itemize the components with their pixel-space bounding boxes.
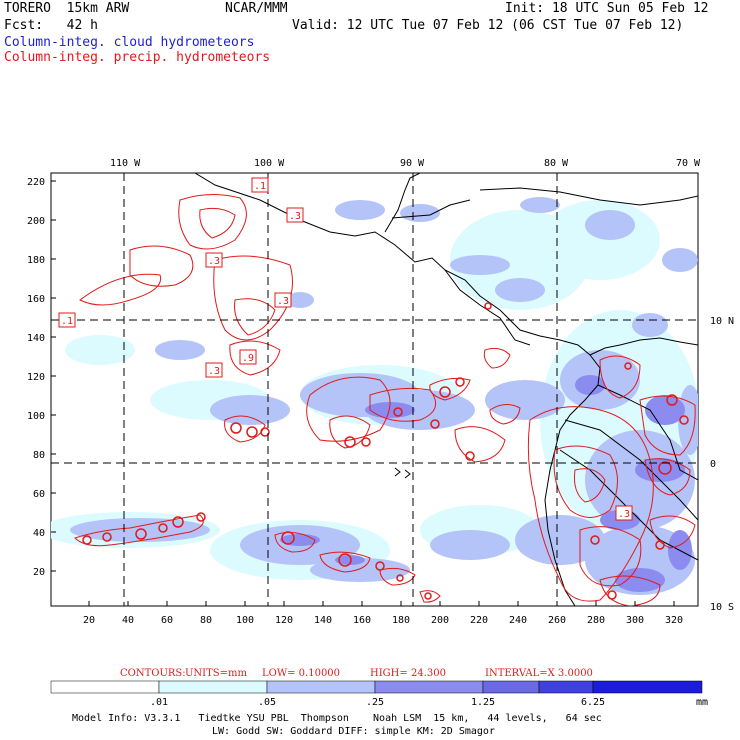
cloud-legend-label: Column-integ. cloud hydrometeors (4, 35, 255, 50)
cloud-shading-dark (280, 375, 692, 592)
y-tick-label: 40 (33, 528, 45, 539)
contour-box (205, 252, 223, 268)
x-tick-label: 280 (587, 615, 605, 626)
x-tick-label: 220 (470, 615, 488, 626)
lon-label: 70 W (676, 158, 701, 169)
lat-label: 0 (710, 459, 716, 470)
contour-box (239, 349, 257, 365)
contours-units: UNITS=mm (185, 668, 248, 679)
model-physics: LW: Godd SW: Goddard DIFF: simple KM: 2D… (212, 726, 495, 737)
x-tick-label: 260 (548, 615, 566, 626)
contour-box (58, 312, 76, 328)
y-tick-label: 100 (27, 411, 45, 422)
contour-box-label: .1 (254, 181, 266, 192)
contour-box (274, 292, 292, 308)
colorbar-tick: 6.25 (581, 697, 605, 708)
contour-box-label: .1 (61, 316, 73, 327)
x-tick-label: 80 (200, 615, 212, 626)
contour-box (205, 362, 223, 378)
y-tick-label: 120 (27, 372, 45, 383)
colorbar-tick: 1.25 (471, 697, 495, 708)
contours-low: LOW= 0.10000 (262, 668, 340, 679)
x-tick-label: 200 (431, 615, 449, 626)
lon-label: 80 W (544, 158, 569, 169)
colorbar-unit: mm (696, 697, 708, 708)
y-tick-label: 220 (27, 177, 45, 188)
graticule (51, 173, 698, 606)
model-title: TORERO 15km ARW (4, 1, 130, 16)
colorbar (50, 680, 703, 694)
lat-label: 10 N (710, 316, 734, 327)
contour-box-label: .3 (208, 366, 220, 377)
lon-label: 110 W (110, 158, 141, 169)
forecast-hour: Fcst: 42 h (4, 18, 98, 33)
contour-box-label: .3 (618, 509, 630, 520)
colorbar-tick: .05 (258, 697, 276, 708)
model-info: Model Info: V3.3.1 Tiedtke YSU PBL Thomp… (72, 713, 602, 724)
y-tick-label: 80 (33, 450, 45, 461)
contour-box (615, 505, 633, 521)
x-tick-label: 240 (509, 615, 527, 626)
contours-high: HIGH= 24.300 (370, 668, 446, 679)
lon-label: 90 W (400, 158, 425, 169)
init-time: Init: 18 UTC Sun 05 Feb 12 (505, 1, 709, 16)
x-tick-label: 20 (83, 615, 95, 626)
lon-label: 100 W (254, 158, 285, 169)
contour-box-label: .3 (277, 296, 289, 307)
lat-label: 10 S (710, 602, 734, 613)
precip-cells (82, 302, 689, 600)
x-tick-label: 320 (665, 615, 683, 626)
x-tick-label: 60 (161, 615, 173, 626)
x-tick-label: 140 (314, 615, 332, 626)
y-tick-label: 200 (27, 216, 45, 227)
y-tick-label: 60 (33, 489, 45, 500)
contour-label-boxes (58, 177, 633, 521)
contour-box-label: .3 (289, 211, 301, 222)
precip-legend-label: Column-integ. precip. hydrometeors (4, 50, 271, 65)
x-tick-label: 180 (392, 615, 410, 626)
y-tick-label: 20 (33, 567, 45, 578)
x-tick-label: 100 (236, 615, 254, 626)
x-tick-label: 160 (353, 615, 371, 626)
contour-box (286, 207, 304, 223)
contours-caption-prefix: CONTOURS: (120, 668, 186, 679)
y-tick-label: 180 (27, 255, 45, 266)
y-tick-label: 140 (27, 333, 45, 344)
precip-contours (74, 194, 696, 606)
frame-ticks (51, 180, 675, 606)
y-tick-label: 160 (27, 294, 45, 305)
valid-time: Valid: 12 UTC Tue 07 Feb 12 (06 CST Tue … (292, 18, 684, 33)
contour-box-label: .3 (208, 256, 220, 267)
contour-box (251, 177, 269, 193)
coastlines (194, 173, 698, 606)
contour-box-label: .9 (242, 353, 254, 364)
colorbar-tick: .25 (366, 697, 384, 708)
x-tick-label: 300 (626, 615, 644, 626)
center-label: NCAR/MMM (225, 1, 288, 16)
x-tick-label: 40 (122, 615, 134, 626)
contours-interval: INTERVAL=X 3.0000 (485, 668, 593, 679)
colorbar-tick: .01 (150, 697, 168, 708)
x-tick-label: 120 (275, 615, 293, 626)
